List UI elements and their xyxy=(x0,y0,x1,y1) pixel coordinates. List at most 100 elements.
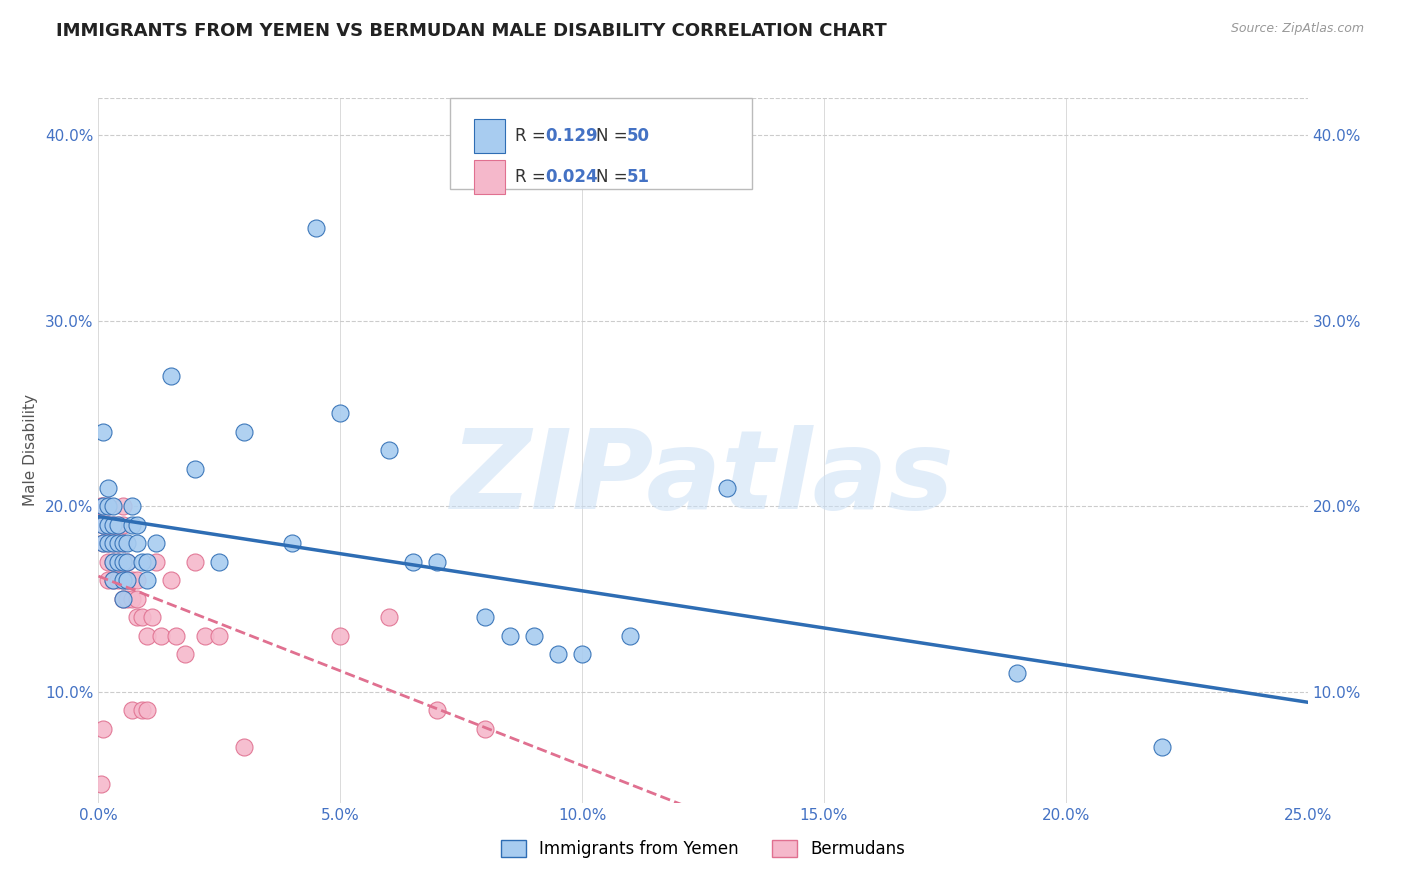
Text: R =: R = xyxy=(515,168,551,186)
Y-axis label: Male Disability: Male Disability xyxy=(22,394,38,507)
Point xyxy=(117,555,139,569)
Point xyxy=(101,574,124,588)
Point xyxy=(101,536,124,550)
Point xyxy=(111,517,134,532)
Point xyxy=(101,517,124,532)
Point xyxy=(716,481,738,495)
Point xyxy=(121,591,143,606)
Point xyxy=(107,517,129,532)
Point xyxy=(402,555,425,569)
Text: 0.024: 0.024 xyxy=(546,168,598,186)
Point xyxy=(117,591,139,606)
Text: R =: R = xyxy=(515,127,551,145)
Point xyxy=(121,574,143,588)
Point xyxy=(232,740,254,755)
Point xyxy=(91,536,114,550)
Point xyxy=(91,722,114,736)
Point xyxy=(97,536,120,550)
Text: N =: N = xyxy=(596,127,633,145)
Text: ZIPatlas: ZIPatlas xyxy=(451,425,955,533)
Point xyxy=(97,499,120,513)
Point xyxy=(208,629,231,643)
Point xyxy=(329,406,352,420)
Point xyxy=(184,555,207,569)
Point xyxy=(111,536,134,550)
Text: IMMIGRANTS FROM YEMEN VS BERMUDAN MALE DISABILITY CORRELATION CHART: IMMIGRANTS FROM YEMEN VS BERMUDAN MALE D… xyxy=(56,22,887,40)
Point xyxy=(127,517,149,532)
Point xyxy=(377,443,399,458)
Point xyxy=(474,610,496,624)
Point xyxy=(160,369,183,384)
Point xyxy=(91,517,114,532)
Point xyxy=(101,517,124,532)
Point xyxy=(101,555,124,569)
Point xyxy=(377,610,399,624)
Point xyxy=(135,629,157,643)
Point xyxy=(91,517,114,532)
Point xyxy=(523,629,546,643)
Point xyxy=(127,536,149,550)
Point xyxy=(97,555,120,569)
Point xyxy=(135,574,157,588)
Point xyxy=(111,555,134,569)
Point xyxy=(194,629,217,643)
Point xyxy=(127,591,149,606)
Point xyxy=(208,555,231,569)
Point xyxy=(121,703,143,717)
Text: 0.129: 0.129 xyxy=(546,127,598,145)
Point xyxy=(101,574,124,588)
Text: Source: ZipAtlas.com: Source: ZipAtlas.com xyxy=(1230,22,1364,36)
Point xyxy=(135,555,157,569)
Point xyxy=(141,610,163,624)
Point xyxy=(107,555,129,569)
Point xyxy=(91,499,114,513)
Point xyxy=(174,648,197,662)
Point xyxy=(111,591,134,606)
Point xyxy=(90,499,112,513)
Point xyxy=(1152,740,1174,755)
Point xyxy=(111,536,134,550)
Point xyxy=(145,536,167,550)
Point xyxy=(547,648,569,662)
Point xyxy=(97,499,120,513)
Text: 51: 51 xyxy=(627,168,650,186)
Point xyxy=(91,536,114,550)
Point xyxy=(145,555,167,569)
Point xyxy=(117,574,139,588)
Point xyxy=(107,574,129,588)
Text: 50: 50 xyxy=(627,127,650,145)
Point xyxy=(111,499,134,513)
Point xyxy=(131,703,153,717)
Point xyxy=(97,574,120,588)
Point xyxy=(121,499,143,513)
Point xyxy=(107,555,129,569)
Point xyxy=(107,517,129,532)
Point xyxy=(117,536,139,550)
Text: N =: N = xyxy=(596,168,633,186)
Point xyxy=(619,629,641,643)
Point xyxy=(117,574,139,588)
Point xyxy=(281,536,304,550)
Point xyxy=(117,555,139,569)
Point xyxy=(101,555,124,569)
Point xyxy=(97,481,120,495)
Point xyxy=(474,722,496,736)
Point xyxy=(160,574,183,588)
Point xyxy=(97,517,120,532)
Point xyxy=(127,574,149,588)
Legend: Immigrants from Yemen, Bermudans: Immigrants from Yemen, Bermudans xyxy=(494,833,912,865)
Point xyxy=(232,425,254,439)
Point xyxy=(135,703,157,717)
Point xyxy=(131,555,153,569)
Point xyxy=(571,648,593,662)
Point xyxy=(165,629,187,643)
Point xyxy=(426,703,449,717)
Point xyxy=(121,517,143,532)
Point xyxy=(305,221,328,235)
Point xyxy=(111,574,134,588)
Point xyxy=(426,555,449,569)
Point xyxy=(107,536,129,550)
Point xyxy=(111,574,134,588)
Point xyxy=(101,536,124,550)
Point xyxy=(1007,665,1029,680)
